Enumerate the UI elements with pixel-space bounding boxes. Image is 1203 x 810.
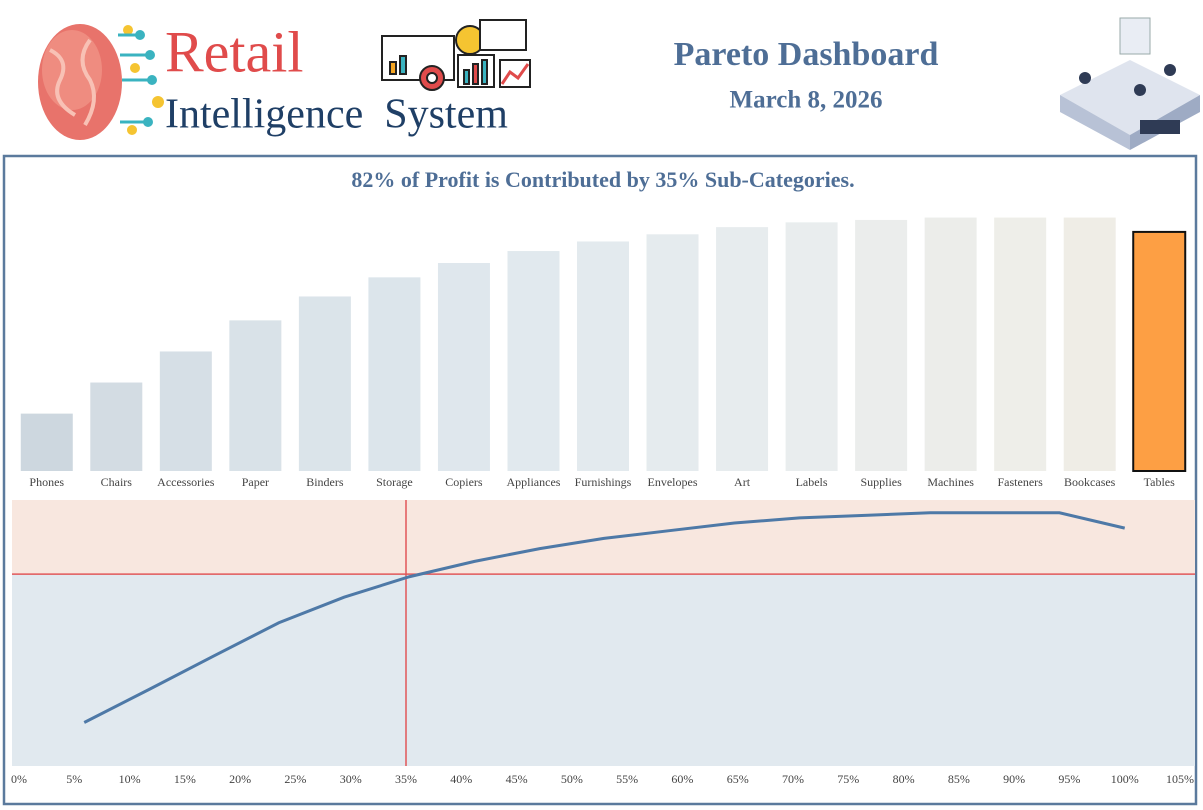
dashboard-title: Pareto Dashboard (674, 36, 939, 73)
category-label: Supplies (860, 475, 902, 489)
bar (368, 277, 421, 471)
bar (785, 222, 838, 471)
category-label: Appliances (506, 475, 560, 489)
category-label: Paper (242, 475, 269, 489)
bar (159, 351, 212, 471)
x-tick-label: 90% (1003, 772, 1025, 786)
logo-brain (38, 24, 164, 140)
analytics-icon (381, 19, 531, 91)
bar (1063, 217, 1116, 471)
x-tick-label: 15% (174, 772, 196, 786)
x-tick-label: 85% (948, 772, 970, 786)
category-label: Copiers (445, 475, 483, 489)
x-tick-label: 95% (1058, 772, 1080, 786)
bar (229, 320, 282, 471)
x-tick-label: 75% (837, 772, 859, 786)
x-tick-label: 100% (1111, 772, 1139, 786)
category-label: Accessories (157, 475, 215, 489)
x-tick-label: 65% (727, 772, 749, 786)
panel-frame (2, 154, 1198, 806)
x-tick-label: 60% (671, 772, 693, 786)
bar (855, 219, 908, 471)
x-tick-label: 55% (616, 772, 638, 786)
category-label: Tables (1144, 475, 1175, 489)
category-label: Envelopes (648, 475, 698, 489)
cumulative-line (83, 511, 1126, 724)
category-label: Machines (927, 475, 974, 489)
x-tick-label: 70% (782, 772, 804, 786)
category-label: Furnishings (575, 475, 632, 489)
bar (298, 296, 351, 471)
x-tick-label: 80% (893, 772, 915, 786)
lower-band (12, 574, 1195, 766)
bar (507, 251, 560, 471)
bar (90, 382, 143, 471)
category-label: Phones (29, 475, 64, 489)
category-label: Storage (376, 475, 413, 489)
logo-subtitle: Intelligence System (165, 92, 508, 138)
bar (924, 217, 977, 471)
bar (994, 217, 1047, 471)
dashboard-date: March 8, 2026 (730, 87, 883, 114)
bar (577, 241, 629, 471)
x-tick-label: 5% (66, 772, 82, 786)
x-tick-label: 35% (395, 772, 417, 786)
x-tick-label: 10% (119, 772, 141, 786)
x-tick-label: 50% (561, 772, 583, 786)
category-label: Bookcases (1064, 475, 1116, 489)
bar (437, 262, 490, 471)
x-tick-label: 45% (506, 772, 528, 786)
bar (1132, 230, 1187, 472)
category-label: Chairs (101, 475, 133, 489)
x-tick-label: 30% (340, 772, 362, 786)
x-tick-label: 40% (450, 772, 472, 786)
x-tick-label: 0% (11, 772, 27, 786)
category-label: Labels (796, 475, 828, 489)
category-label: Fasteners (998, 475, 1044, 489)
bar (716, 227, 769, 471)
chart-title: 82% of Profit is Contributed by 35% Sub-… (351, 167, 854, 192)
category-label: Art (734, 475, 751, 489)
logo-word: Retail (165, 19, 304, 84)
x-tick-label: 20% (229, 772, 251, 786)
x-tick-label: 105% (1166, 772, 1194, 786)
office-illustration (1060, 17, 1200, 150)
bar (646, 234, 699, 471)
bar (20, 413, 73, 471)
category-label: Binders (306, 475, 344, 489)
x-tick-label: 25% (284, 772, 306, 786)
